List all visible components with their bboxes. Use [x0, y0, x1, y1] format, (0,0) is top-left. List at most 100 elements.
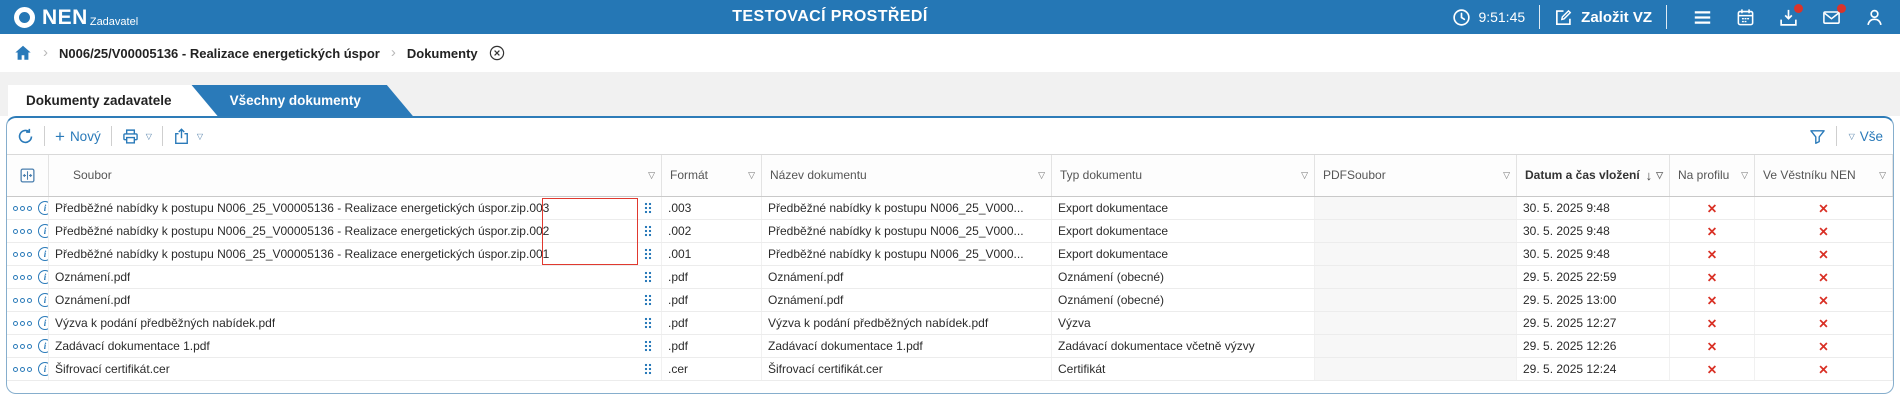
filter-icon[interactable]: ▽: [1879, 170, 1886, 180]
row-info-button[interactable]: i: [38, 293, 48, 307]
table-row[interactable]: i Předběžné nabídky k postupu N006_25_V00…: [7, 197, 1893, 220]
downloads-button[interactable]: [1779, 3, 1803, 27]
tab-dokumenty-zadavatele[interactable]: Dokumenty zadavatele: [8, 85, 218, 116]
column-header-icons: ▽: [1301, 170, 1308, 181]
export-button[interactable]: ▽: [173, 127, 204, 145]
current-time: 9:51:45: [1478, 9, 1526, 25]
drag-handle-icon[interactable]: [644, 271, 652, 283]
messages-button[interactable]: [1822, 3, 1846, 27]
filter-icon[interactable]: ▽: [748, 170, 755, 180]
dot-icon: [20, 297, 25, 303]
filter-icon[interactable]: ▽: [1038, 170, 1045, 180]
create-vz-button[interactable]: Založit VZ: [1554, 8, 1652, 27]
drag-handle-icon[interactable]: [644, 225, 652, 237]
column-chooser-button[interactable]: [7, 155, 49, 196]
refresh-button[interactable]: [17, 128, 34, 145]
table-row[interactable]: i Oznámení.pdf .pdf Oznámení.pdf Oznámení (o…: [7, 266, 1893, 289]
drag-handle-icon[interactable]: [644, 317, 652, 329]
column-header-soubor[interactable]: Soubor ▽: [49, 155, 662, 196]
cross-mark-icon: ✕: [1706, 339, 1718, 354]
column-header-vestnik[interactable]: Ve Věstníku NEN ▽: [1755, 155, 1893, 196]
dropdown-triangle-icon[interactable]: ▽: [145, 131, 152, 141]
print-button[interactable]: ▽: [122, 128, 152, 145]
filter-icon[interactable]: ▽: [1741, 170, 1748, 180]
column-header-format[interactable]: Formát ▽: [662, 155, 762, 196]
separator: [110, 126, 112, 146]
table-row[interactable]: i Oznámení.pdf .pdf Oznámení.pdf Oznámení (o…: [7, 289, 1893, 312]
row-info-button[interactable]: i: [38, 247, 48, 261]
column-label: Na profilu: [1678, 167, 1730, 182]
row-info-button[interactable]: i: [38, 316, 48, 330]
user-button[interactable]: [1865, 8, 1884, 27]
row-menu-button[interactable]: [13, 228, 32, 234]
row-menu-button[interactable]: [13, 343, 32, 349]
cross-mark-icon: ✕: [1706, 224, 1718, 239]
dot-icon: [27, 205, 32, 211]
table-row[interactable]: i Výzva k podání předběžných nabídek.pdf.…: [7, 312, 1893, 335]
new-button[interactable]: + Nový: [55, 126, 101, 146]
row-menu-button[interactable]: [13, 320, 32, 326]
cross-mark-icon: ✕: [1706, 247, 1718, 262]
tab-vsechny-dokumenty[interactable]: Všechny dokumenty: [186, 85, 413, 116]
column-header-icons: ▽: [1741, 170, 1748, 181]
breadcrumb-item-procedure[interactable]: N006/25/V00005136 - Realizace energetick…: [59, 45, 380, 61]
filter-button[interactable]: [1809, 128, 1826, 145]
cell-na-profilu: ✕: [1670, 289, 1755, 311]
row-menu-button[interactable]: [13, 366, 32, 372]
column-header-datum[interactable]: Datum a čas vložení ↓ ▽: [1517, 155, 1670, 196]
table-row[interactable]: i Šifrovací certifikát.cer .cer Šifrovací c…: [7, 358, 1893, 381]
filter-all-dropdown[interactable]: ▽ Vše: [1848, 128, 1883, 144]
calendar-button[interactable]: [1736, 8, 1755, 27]
cell-na-profilu: ✕: [1670, 220, 1755, 242]
drag-handle-icon[interactable]: [644, 294, 652, 306]
table-row[interactable]: i Předběžné nabídky k postupu N006_25_V00…: [7, 220, 1893, 243]
column-header-pdf[interactable]: PDFSoubor ▽: [1315, 155, 1517, 196]
cell-nazev: Šifrovací certifikát.cer: [762, 358, 1052, 380]
row-info-button[interactable]: i: [38, 339, 48, 353]
column-header-typ[interactable]: Typ dokumentu ▽: [1052, 155, 1315, 196]
row-menu-button[interactable]: [13, 297, 32, 303]
filter-icon[interactable]: ▽: [1503, 170, 1510, 180]
cell-typ: Export dokumentace: [1052, 243, 1315, 265]
filter-icon[interactable]: ▽: [1656, 170, 1663, 180]
table-row[interactable]: i Předběžné nabídky k postupu N006_25_V00…: [7, 243, 1893, 266]
breadcrumb-close-icon[interactable]: [489, 45, 505, 61]
row-menu-button[interactable]: [13, 251, 32, 257]
breadcrumb-item-documents[interactable]: Dokumenty: [406, 45, 478, 61]
column-label: Formát: [670, 167, 709, 182]
filter-icon[interactable]: ▽: [648, 170, 655, 180]
dropdown-triangle-icon[interactable]: ▽: [196, 131, 204, 141]
file-name: Šifrovací certifikát.cer: [55, 362, 170, 376]
column-header-profil[interactable]: Na profilu ▽: [1670, 155, 1755, 196]
row-menu-button[interactable]: [13, 274, 32, 280]
cell-na-profilu: ✕: [1670, 243, 1755, 265]
drag-handle-icon[interactable]: [644, 340, 652, 352]
table-row[interactable]: i Zadávací dokumentace 1.pdf .pdf Zadávací …: [7, 335, 1893, 358]
row-menu-button[interactable]: [13, 205, 32, 211]
dot-icon: [13, 343, 18, 349]
cell-ve-vestniku: ✕: [1755, 243, 1893, 265]
cell-ve-vestniku: ✕: [1755, 220, 1893, 242]
drag-handle-icon[interactable]: [644, 363, 652, 375]
column-header-icons: ▽: [1038, 170, 1045, 181]
toolbar: + Nový ▽ ▽: [7, 118, 1893, 155]
drag-handle-icon[interactable]: [644, 248, 652, 260]
cell-datum: 29. 5. 2025 13:00: [1517, 289, 1670, 311]
dot-icon: [27, 228, 32, 234]
row-info-button[interactable]: i: [38, 270, 48, 284]
cross-mark-icon: ✕: [1706, 316, 1718, 331]
cell-datum: 30. 5. 2025 9:48: [1517, 243, 1670, 265]
chevron-icon: ›: [43, 43, 48, 61]
cell-na-profilu: ✕: [1670, 266, 1755, 288]
column-header-nazev[interactable]: Název dokumentu ▽: [762, 155, 1052, 196]
filter-icon[interactable]: ▽: [1301, 170, 1308, 180]
home-icon[interactable]: [14, 44, 32, 62]
row-info-button[interactable]: i: [38, 201, 48, 215]
row-info-button[interactable]: i: [38, 224, 48, 238]
sort-desc-icon: ↓: [1645, 168, 1653, 183]
drag-handle-icon[interactable]: [644, 202, 652, 214]
row-info-button[interactable]: i: [38, 362, 48, 376]
menu-button[interactable]: [1693, 8, 1712, 27]
separator: [1539, 5, 1541, 29]
cell-soubor: Šifrovací certifikát.cer: [49, 358, 662, 380]
